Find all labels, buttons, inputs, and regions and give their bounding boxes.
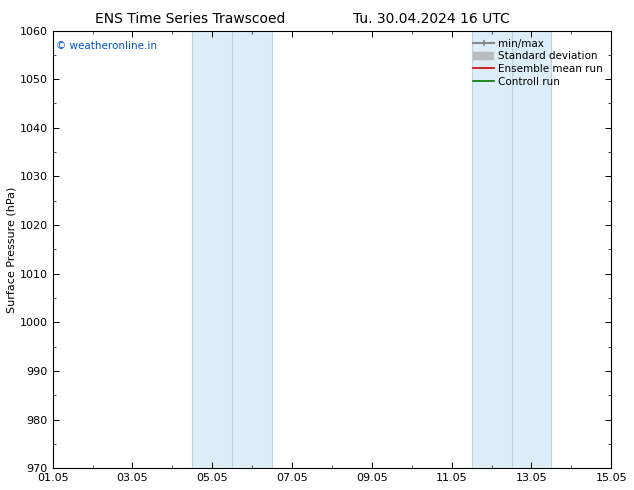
- Legend: min/max, Standard deviation, Ensemble mean run, Controll run: min/max, Standard deviation, Ensemble me…: [470, 36, 606, 90]
- Bar: [472, 30, 552, 468]
- Text: ENS Time Series Trawscoed: ENS Time Series Trawscoed: [95, 12, 285, 26]
- Text: Tu. 30.04.2024 16 UTC: Tu. 30.04.2024 16 UTC: [353, 12, 510, 26]
- Y-axis label: Surface Pressure (hPa): Surface Pressure (hPa): [7, 186, 17, 313]
- Text: © weatheronline.in: © weatheronline.in: [56, 42, 157, 51]
- Bar: [192, 30, 272, 468]
